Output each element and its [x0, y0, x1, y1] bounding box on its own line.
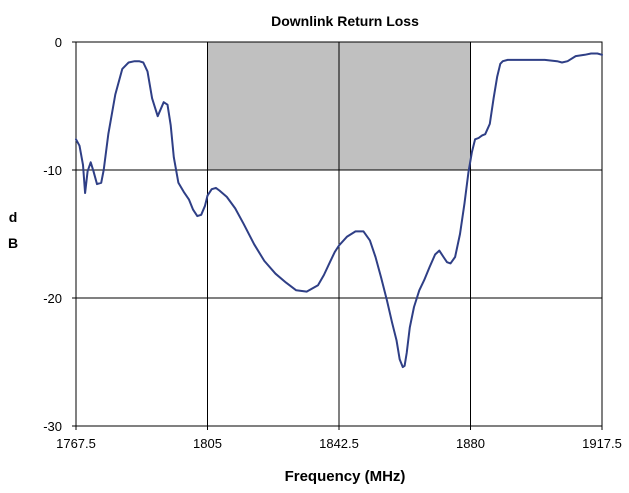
- y-tick-label: -20: [43, 291, 62, 306]
- y-tick-label: -10: [43, 163, 62, 178]
- x-tick-label: 1842.5: [319, 436, 359, 451]
- y-axis-label: B: [8, 235, 18, 251]
- y-tick-label: 0: [55, 35, 62, 50]
- y-tick-label: -30: [43, 419, 62, 434]
- y-axis-label: d: [9, 209, 18, 225]
- x-tick-label: 1917.5: [582, 436, 622, 451]
- chart-title: Downlink Return Loss: [271, 13, 419, 29]
- x-tick-label: 1767.5: [56, 436, 96, 451]
- x-axis-label: Frequency (MHz): [285, 468, 406, 485]
- x-tick-label: 1880: [456, 436, 485, 451]
- x-tick-label: 1805: [193, 436, 222, 451]
- series-line: [75, 52, 603, 369]
